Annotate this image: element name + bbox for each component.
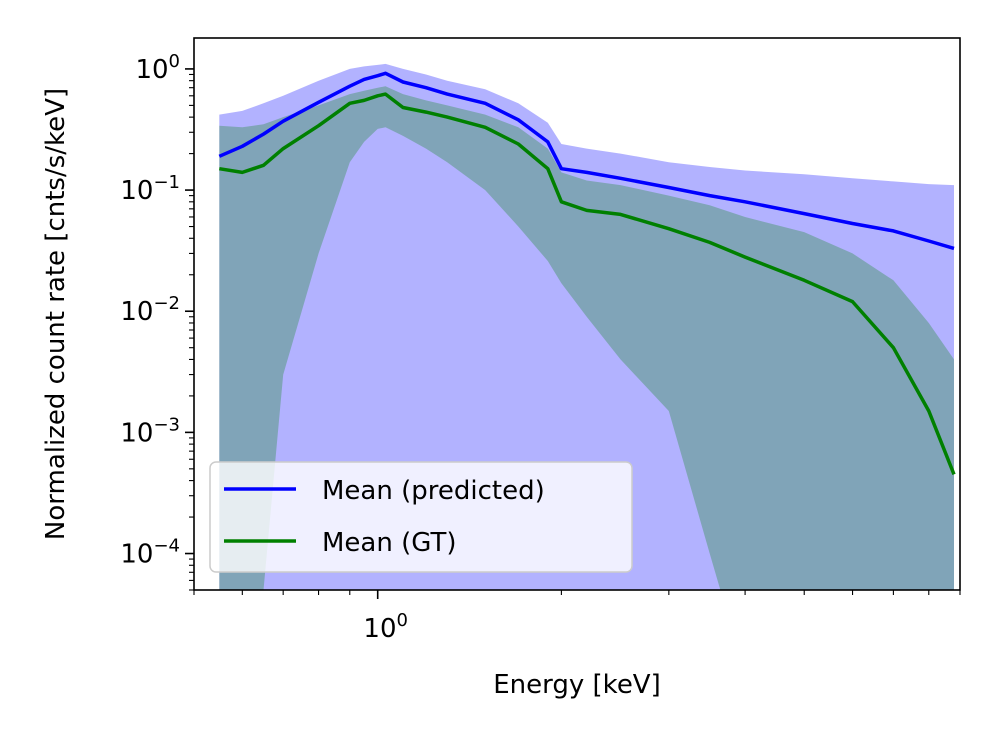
y-axis-label: Normalized count rate [cnts/s/keV] [41,88,71,540]
band-predicted [219,63,954,590]
legend-label-predicted: Mean (predicted) [322,476,545,506]
y-tick-label: 100 [135,51,180,85]
legend-label-gt: Mean (GT) [322,528,457,558]
line-gt [219,92,956,476]
y-tick-label: 10−4 [120,536,180,570]
plot-frame [193,37,961,591]
legend: Mean (predicted) Mean (GT) [209,461,633,573]
x-axis-label: Energy [keV] [493,670,661,700]
uncertainty-bands [219,63,954,590]
line-predicted [218,71,955,251]
series-lines [218,71,956,476]
legend-box [209,461,633,573]
band-gt [219,86,954,590]
